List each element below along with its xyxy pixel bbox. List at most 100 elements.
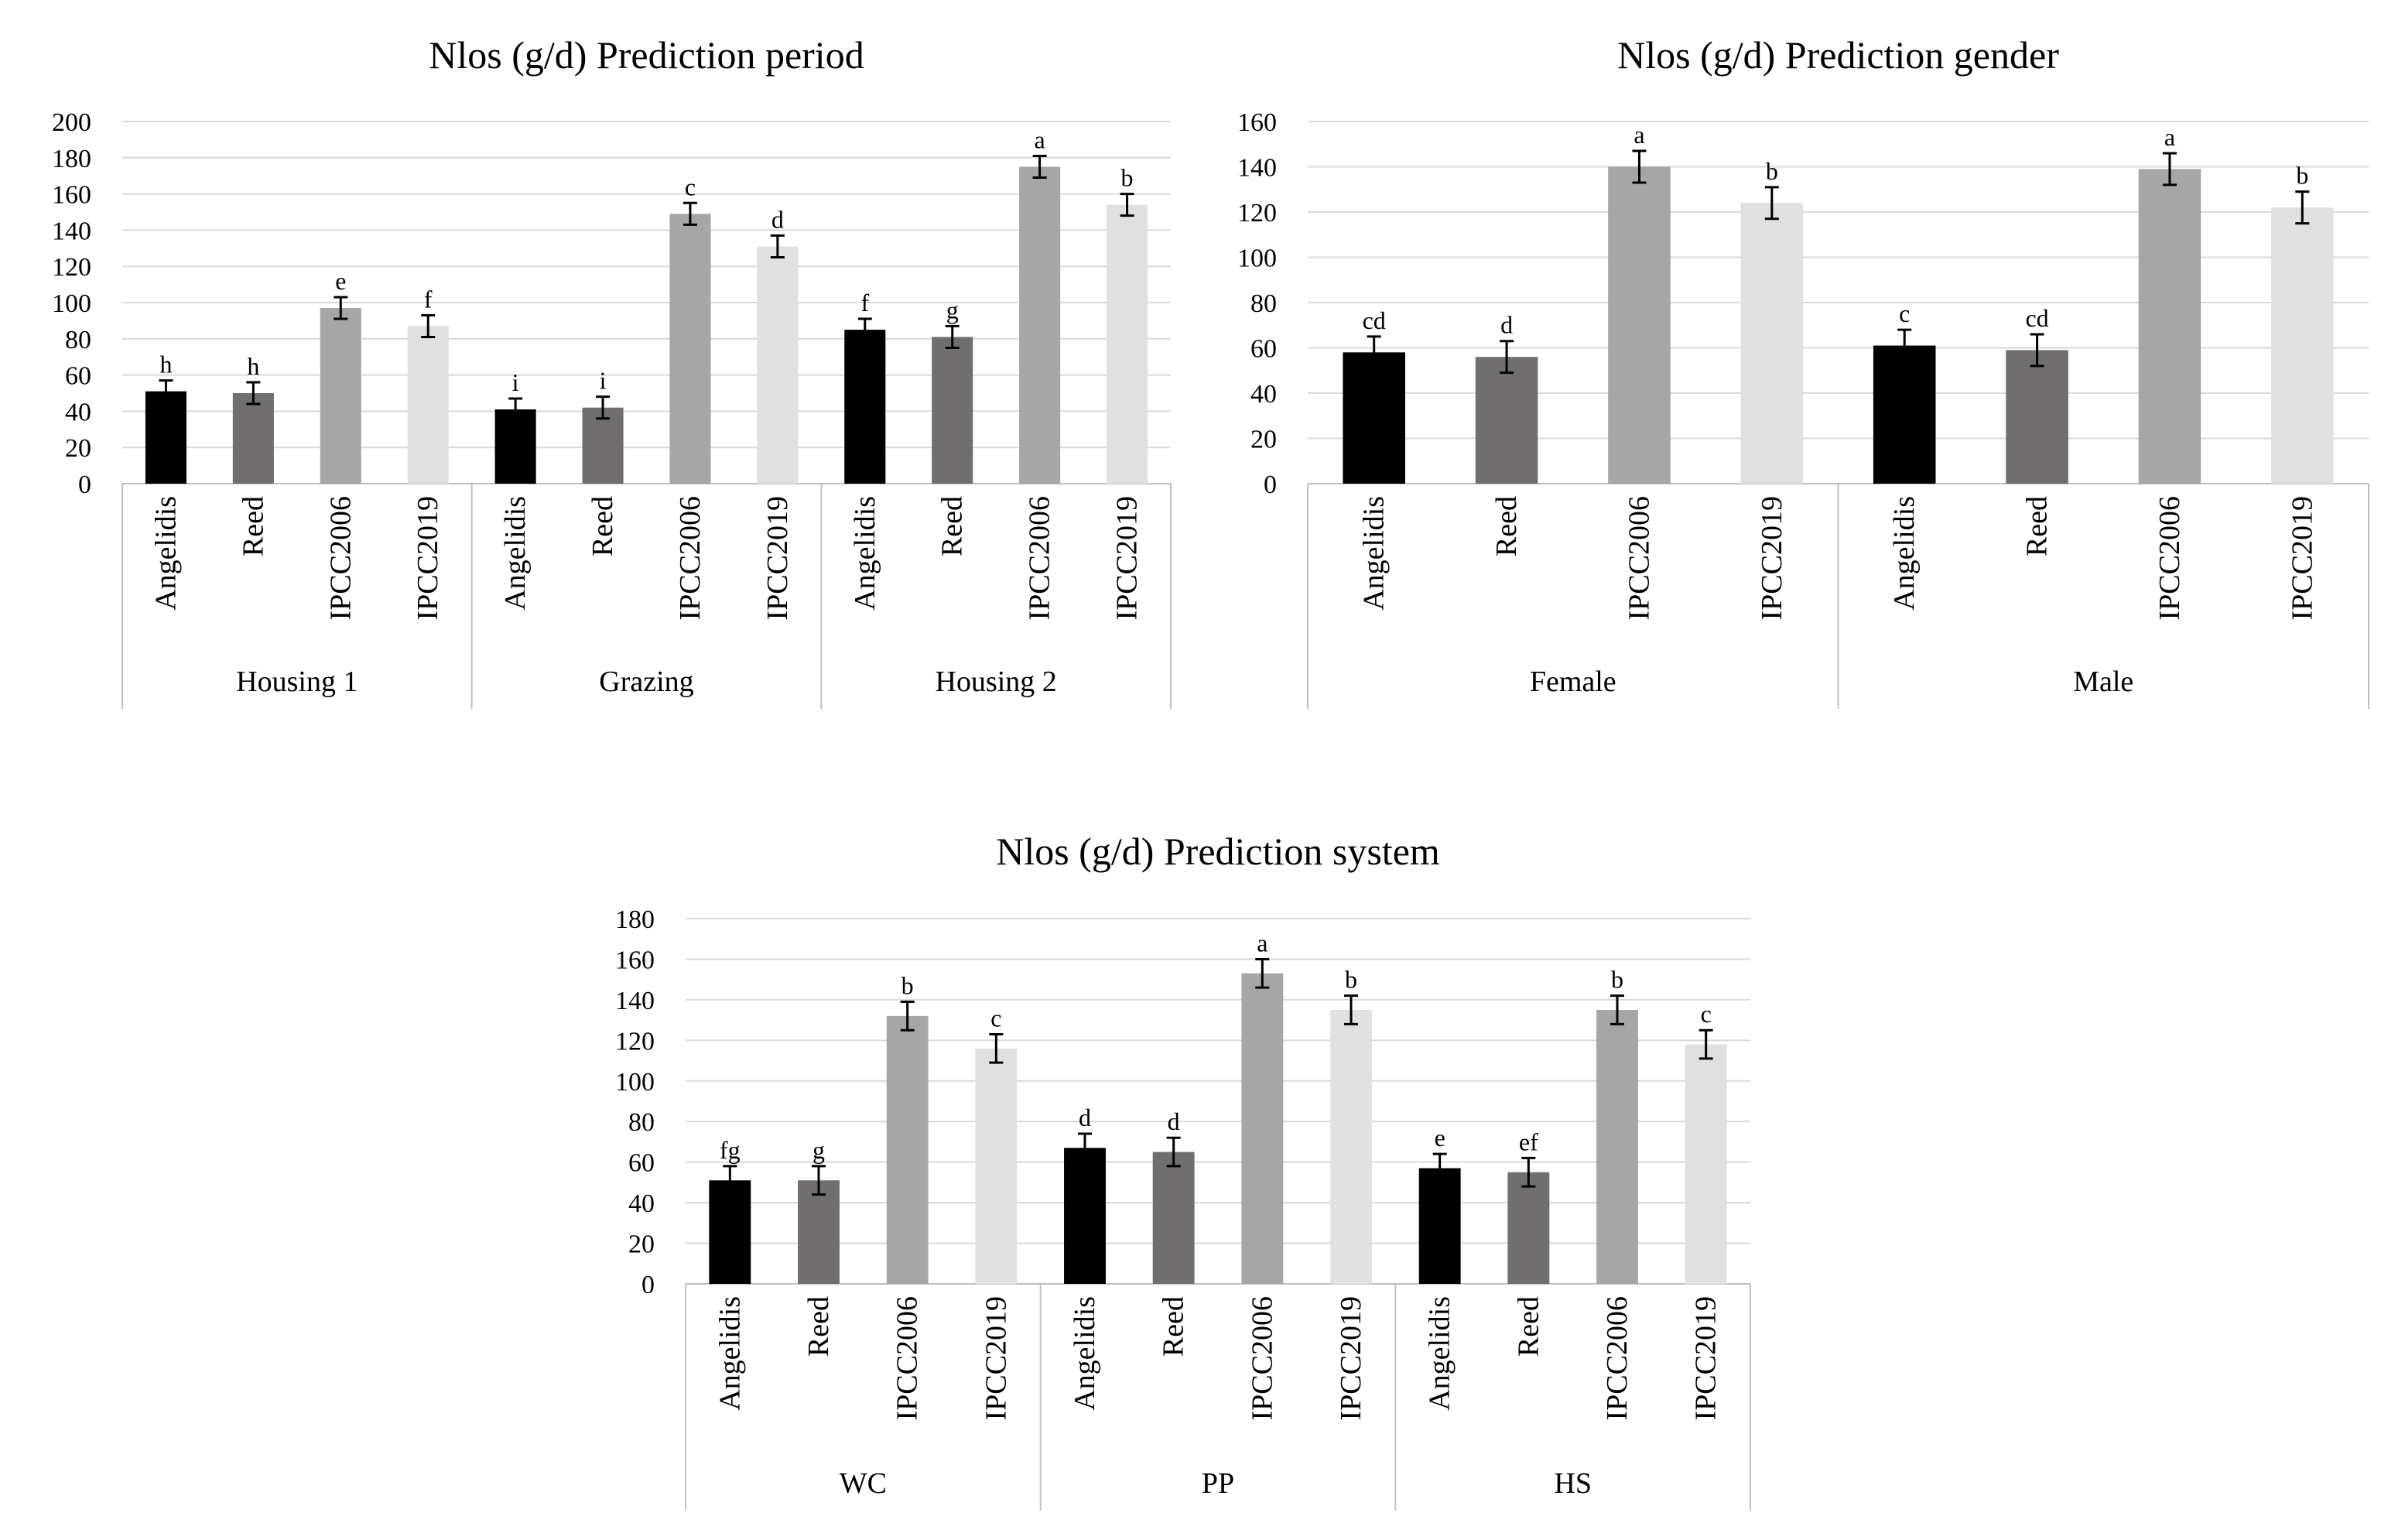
bar-ipcc2019 bbox=[1330, 1010, 1372, 1284]
bar-ipcc2019 bbox=[1740, 203, 1804, 484]
significance-label: d bbox=[1079, 1104, 1091, 1131]
category-label: Reed bbox=[2021, 496, 2054, 556]
significance-label: c bbox=[685, 173, 696, 200]
error-bar bbox=[857, 317, 872, 342]
category-label: IPCC2019 bbox=[980, 1296, 1012, 1420]
bar-ipcc2006 bbox=[1596, 1010, 1638, 1284]
error-bar bbox=[1699, 1028, 1713, 1060]
category-label: IPCC2006 bbox=[1246, 1296, 1278, 1420]
significance-label: g bbox=[812, 1136, 825, 1164]
bar-reed bbox=[582, 407, 624, 484]
bar-ipcc2006 bbox=[2138, 169, 2201, 484]
error-bar bbox=[1166, 1136, 1181, 1168]
significance-label: f bbox=[424, 285, 433, 313]
error-bar bbox=[1344, 994, 1358, 1025]
significance-label: fg bbox=[720, 1136, 741, 1164]
significance-label: d bbox=[771, 205, 784, 233]
category-label: IPCC2019 bbox=[761, 496, 794, 620]
y-tick-label: 100 bbox=[52, 289, 91, 318]
group-label: WC bbox=[840, 1467, 887, 1500]
error-bar bbox=[508, 397, 523, 422]
category-label: Reed bbox=[802, 1296, 835, 1357]
y-tick-label: 80 bbox=[65, 326, 91, 354]
group-label: Grazing bbox=[599, 666, 693, 698]
error-bar bbox=[900, 1001, 915, 1032]
y-tick-label: 20 bbox=[1250, 426, 1277, 454]
bar-ipcc2006 bbox=[1019, 166, 1061, 484]
significance-label: a bbox=[1257, 929, 1267, 957]
category-label: Angelidis bbox=[713, 1296, 746, 1411]
significance-label: b bbox=[2296, 162, 2308, 190]
bar-angelidis bbox=[709, 1180, 751, 1284]
error-bar bbox=[989, 1032, 1004, 1064]
bar-angelidis bbox=[1064, 1148, 1106, 1284]
bar-angelidis bbox=[1343, 352, 1405, 484]
group-label: PP bbox=[1202, 1467, 1234, 1500]
significance-label: b bbox=[1611, 966, 1623, 994]
category-label: IPCC2019 bbox=[412, 496, 444, 620]
bar-reed bbox=[1507, 1172, 1550, 1284]
chart-gender: Nlos (g/d) Prediction gender 0 20 40 60 80 100… bbox=[1237, 33, 2369, 709]
y-tick-label: 20 bbox=[628, 1230, 655, 1259]
y-tick-label: 200 bbox=[52, 108, 91, 137]
bar-angelidis bbox=[494, 409, 536, 484]
category-label: Angelidis bbox=[849, 496, 881, 611]
category-label: Reed bbox=[1158, 1296, 1190, 1357]
bar-reed bbox=[798, 1180, 840, 1284]
bar-angelidis bbox=[1418, 1168, 1461, 1284]
category-label: IPCC2019 bbox=[1335, 1296, 1367, 1420]
error-bar bbox=[2162, 152, 2177, 187]
significance-label: d bbox=[1500, 311, 1513, 339]
significance-label: a bbox=[1634, 121, 1644, 149]
error-bar bbox=[1610, 994, 1624, 1025]
error-bar bbox=[812, 1165, 826, 1196]
significance-label: b bbox=[901, 972, 914, 1000]
y-tick-label: 60 bbox=[65, 362, 91, 391]
error-bar bbox=[1897, 328, 1912, 363]
error-bar bbox=[246, 381, 261, 406]
category-label: IPCC2019 bbox=[1756, 496, 1788, 620]
bar-ipcc2006 bbox=[1241, 973, 1284, 1284]
category-label: Reed bbox=[587, 496, 619, 556]
significance-label: cd bbox=[1363, 306, 1386, 334]
error-bar bbox=[1500, 340, 1514, 375]
group-label: HS bbox=[1554, 1467, 1592, 1500]
error-bar bbox=[1521, 1156, 1536, 1188]
category-label: IPCC2006 bbox=[1601, 1296, 1634, 1420]
bar-ipcc2019 bbox=[757, 246, 799, 484]
error-bar bbox=[2295, 190, 2310, 225]
chart-system: Nlos (g/d) Prediction system 0 20 40 60 80 100… bbox=[615, 830, 1751, 1511]
bar-ipcc2019 bbox=[1107, 204, 1148, 484]
significance-label: a bbox=[1035, 125, 1045, 153]
y-tick-label: 0 bbox=[78, 471, 91, 499]
y-tick-label: 180 bbox=[615, 905, 655, 934]
category-label: Reed bbox=[1490, 496, 1523, 556]
y-tick-label: 120 bbox=[1237, 199, 1277, 228]
category-label: Reed bbox=[237, 496, 269, 556]
error-bar bbox=[1367, 335, 1381, 370]
group-label: Housing 2 bbox=[936, 666, 1057, 698]
significance-label: h bbox=[247, 352, 259, 380]
category-label: IPCC2006 bbox=[1024, 496, 1056, 620]
bar-angelidis bbox=[844, 330, 886, 484]
y-tick-label: 40 bbox=[628, 1189, 655, 1218]
bar-ipcc2006 bbox=[320, 308, 361, 484]
significance-label: g bbox=[946, 296, 959, 323]
error-bar bbox=[334, 296, 348, 320]
y-tick-label: 160 bbox=[615, 946, 655, 974]
bar-ipcc2006 bbox=[1608, 166, 1671, 484]
y-tick-label: 120 bbox=[615, 1027, 655, 1056]
error-bar bbox=[159, 379, 173, 404]
error-bar bbox=[421, 313, 436, 338]
group-label: Housing 1 bbox=[236, 666, 357, 698]
bar-reed bbox=[932, 337, 973, 484]
error-bar bbox=[1764, 186, 1779, 221]
category-label: Angelidis bbox=[1888, 496, 1921, 611]
y-tick-label: 160 bbox=[52, 181, 91, 210]
y-tick-label: 0 bbox=[1264, 471, 1277, 499]
category-label: IPCC2006 bbox=[891, 1296, 924, 1420]
error-bar bbox=[682, 201, 697, 226]
significance-label: c bbox=[1701, 1000, 1712, 1028]
y-tick-label: 60 bbox=[628, 1149, 655, 1178]
